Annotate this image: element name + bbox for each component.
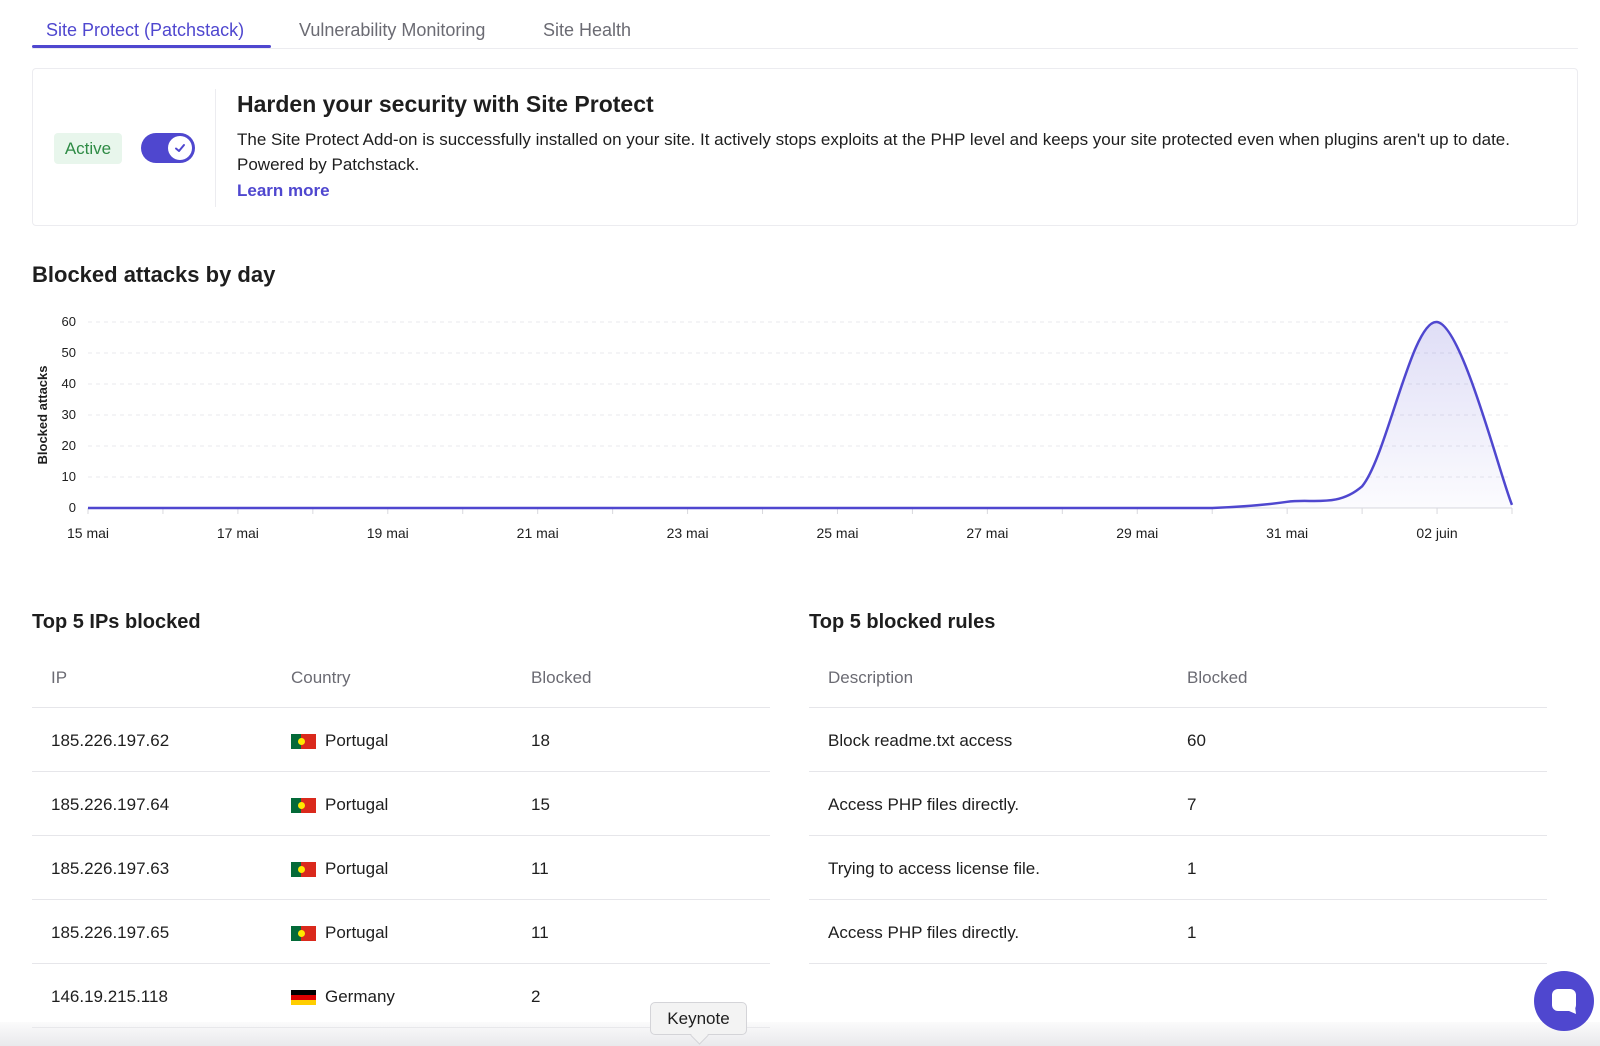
blocked-cell: 11 [531, 859, 549, 878]
ips-table: IP Country Blocked 185.226.197.62 Portuga… [32, 644, 770, 1028]
x-tick-label: 23 mai [667, 525, 709, 541]
blocked-cell: 2 [531, 987, 541, 1006]
rule-description-cell: Access PHP files directly. [828, 795, 1020, 814]
table-row: 185.226.197.62 Portugal 18 [32, 708, 770, 772]
blocked-cell: 1 [1187, 859, 1197, 878]
table-row: Access PHP files directly. 1 [809, 900, 1547, 964]
x-tick-label: 17 mai [217, 525, 259, 541]
blocked-attacks-chart: 0 10 20 30 40 50 60 Blocked attacks 15 mai 17 mai… [35, 314, 1514, 541]
rules-table-header: Description Blocked [809, 644, 1547, 708]
site-protect-toggle[interactable] [141, 133, 195, 163]
table-row: 185.226.197.63 Portugal 11 [32, 836, 770, 900]
column-header-blocked: Blocked [1187, 668, 1248, 687]
country-cell: Portugal [291, 795, 388, 815]
country-name: Portugal [325, 923, 389, 942]
ip-cell: 185.226.197.65 [51, 923, 170, 942]
ip-cell: 185.226.197.62 [51, 731, 170, 750]
rule-description-cell: Trying to access license file. [828, 859, 1040, 878]
country-name: Portugal [325, 859, 389, 878]
y-tick-label: 10 [62, 469, 76, 484]
x-tick-label: 02 juin [1416, 525, 1457, 541]
series-area [88, 321, 1512, 508]
x-tick-label: 19 mai [367, 525, 409, 541]
active-tab-indicator [32, 45, 271, 48]
blocked-cell: 60 [1187, 731, 1206, 750]
rules-table-title: Top 5 blocked rules [809, 611, 996, 633]
ips-table-header: IP Country Blocked [32, 644, 770, 708]
flag-icon [291, 733, 316, 749]
x-tick-label: 27 mai [966, 525, 1008, 541]
flag-icon [291, 861, 316, 877]
blocked-cell: 7 [1187, 795, 1197, 814]
country-cell: Portugal [291, 923, 388, 943]
table-row: Trying to access license file. 1 [809, 836, 1547, 900]
tab-bar: Site Protect (Patchstack) Vulnerability … [32, 0, 1578, 49]
dock-tooltip: Keynote [650, 1002, 747, 1035]
blocked-cell: 18 [531, 731, 550, 750]
y-tick-label: 0 [69, 500, 76, 515]
flag-icon [291, 989, 316, 1005]
ip-cell: 185.226.197.64 [51, 795, 170, 814]
site-protect-card: Active Harden your security with Site Pr… [32, 68, 1578, 226]
y-tick-label: 50 [62, 345, 76, 360]
y-tick-label: 30 [62, 407, 76, 422]
x-tick-label: 31 mai [1266, 525, 1308, 541]
bottom-edge [0, 1022, 1600, 1046]
ips-table-title: Top 5 IPs blocked [32, 611, 201, 633]
flag-icon [291, 925, 316, 941]
country-name: Portugal [325, 795, 389, 814]
x-tick-label: 15 mai [67, 525, 109, 541]
ip-cell: 185.226.197.63 [51, 859, 170, 878]
check-icon [168, 136, 192, 160]
country-cell: Portugal [291, 731, 388, 751]
column-header-description: Description [828, 668, 914, 687]
country-name: Portugal [325, 731, 389, 750]
column-header-country: Country [291, 668, 351, 687]
y-tick-label: 20 [62, 438, 76, 453]
table-row: 185.226.197.65 Portugal 11 [32, 900, 770, 964]
chat-button[interactable] [1534, 971, 1594, 1031]
x-tick-label: 25 mai [816, 525, 858, 541]
card-description: The Site Protect Add-on is successfully … [237, 130, 1510, 174]
country-cell: Portugal [291, 859, 388, 879]
ip-cell: 146.19.215.118 [51, 987, 168, 1006]
blocked-cell: 15 [531, 795, 550, 814]
rule-description-cell: Block readme.txt access [828, 731, 1013, 750]
column-header-blocked: Blocked [531, 668, 592, 687]
table-row: 185.226.197.64 Portugal 15 [32, 772, 770, 836]
series-line [88, 320, 1514, 510]
rules-table: Description Blocked Block readme.txt acc… [809, 644, 1547, 964]
card-divider [215, 89, 216, 207]
x-tick-label: 29 mai [1116, 525, 1158, 541]
table-row: Block readme.txt access 60 [809, 708, 1547, 772]
card-title: Harden your security with Site Protect [237, 91, 654, 117]
table-row: Access PHP files directly. 7 [809, 772, 1547, 836]
learn-more-link[interactable]: Learn more [237, 181, 330, 200]
country-cell: Germany [291, 987, 395, 1007]
blocked-cell: 1 [1187, 923, 1197, 942]
y-axis-label: Blocked attacks [35, 366, 50, 465]
chat-bubble-icon [1552, 989, 1576, 1014]
rule-description-cell: Access PHP files directly. [828, 923, 1020, 942]
flag-icon [291, 797, 316, 813]
y-tick-label: 40 [62, 376, 76, 391]
tab-site-protect[interactable]: Site Protect (Patchstack) [46, 20, 245, 40]
blocked-cell: 11 [531, 923, 549, 942]
x-tick-label: 21 mai [517, 525, 559, 541]
status-badge: Active [54, 133, 122, 164]
tab-site-health[interactable]: Site Health [543, 20, 632, 40]
column-header-ip: IP [51, 668, 68, 687]
y-tick-label: 60 [62, 314, 76, 329]
tab-vulnerability-monitoring[interactable]: Vulnerability Monitoring [299, 20, 486, 40]
country-name: Germany [325, 987, 395, 1006]
chart-title: Blocked attacks by day [32, 262, 276, 287]
